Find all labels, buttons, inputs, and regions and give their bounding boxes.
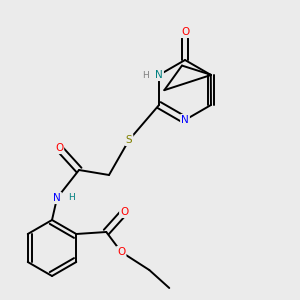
Text: N: N bbox=[53, 193, 61, 203]
Text: N: N bbox=[155, 70, 163, 80]
Text: O: O bbox=[120, 207, 128, 217]
Text: O: O bbox=[181, 27, 189, 37]
Text: H: H bbox=[68, 194, 74, 202]
Text: O: O bbox=[117, 247, 125, 257]
Text: O: O bbox=[55, 143, 63, 153]
Text: S: S bbox=[126, 135, 132, 145]
Text: H: H bbox=[142, 70, 148, 80]
Text: N: N bbox=[181, 115, 189, 125]
